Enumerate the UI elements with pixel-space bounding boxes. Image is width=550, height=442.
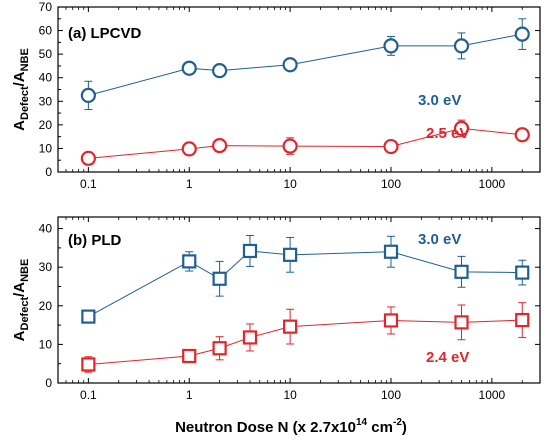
data-point bbox=[454, 315, 469, 330]
x-tick-label: 100 bbox=[381, 388, 401, 402]
x-axis-label-unit: cm bbox=[367, 419, 393, 436]
data-point bbox=[212, 63, 228, 79]
y-tick-label: 20 bbox=[39, 118, 53, 132]
data-point bbox=[453, 120, 470, 136]
y-tick-label: 10 bbox=[39, 141, 53, 155]
y-tick-label: 0 bbox=[45, 376, 52, 390]
data-point bbox=[283, 247, 298, 262]
x-tick-label: 10 bbox=[283, 177, 297, 191]
series-label: 2.5 eV bbox=[426, 125, 469, 142]
y-axis-label-sub-nbe: NBE bbox=[19, 48, 31, 71]
y-tick-label: 10 bbox=[39, 337, 53, 351]
data-point bbox=[383, 38, 399, 54]
y-axis-label-slash: /A bbox=[11, 71, 28, 86]
data-point bbox=[81, 357, 96, 372]
y-tick-label: 50 bbox=[39, 47, 53, 61]
plot-frame bbox=[57, 216, 541, 384]
y-axis-label: ADefect/ANBE bbox=[11, 259, 31, 342]
x-tick-label: 10 bbox=[283, 388, 297, 402]
y-axis-label-main: A bbox=[11, 330, 28, 341]
y-axis-label-sub-nbe: NBE bbox=[19, 259, 31, 282]
data-point bbox=[181, 60, 197, 76]
x-axis-label: Neutron Dose N (x 2.7x1014 cm-2) bbox=[175, 417, 407, 436]
y-tick-label: 0 bbox=[45, 165, 52, 179]
data-point bbox=[282, 57, 298, 73]
data-point bbox=[383, 138, 399, 155]
x-tick-label: 1 bbox=[186, 177, 193, 191]
data-point bbox=[242, 243, 258, 259]
data-point bbox=[242, 330, 258, 345]
panel-title: (a) LPCVD bbox=[68, 25, 142, 42]
panel-title: (b) PLD bbox=[68, 232, 121, 249]
y-tick-label: 30 bbox=[39, 260, 53, 274]
x-axis-label-close: ) bbox=[402, 419, 407, 436]
data-point bbox=[283, 319, 298, 334]
panel-a-lpcvd: 0 10 20 30 40 50 60 70 0.1 1 10 100 1000 (a) LPCVD ADe… bbox=[11, 0, 541, 191]
x-tick-label: 100 bbox=[381, 177, 401, 191]
data-point bbox=[514, 26, 530, 42]
data-point bbox=[282, 138, 298, 154]
data-point bbox=[182, 254, 197, 269]
series-line bbox=[88, 250, 523, 318]
data-point bbox=[454, 264, 469, 279]
data-point bbox=[181, 141, 197, 157]
data-point bbox=[453, 38, 470, 54]
series-label: 3.0 eV bbox=[418, 92, 461, 109]
y-axis-label-main: A bbox=[11, 120, 28, 131]
x-axis-label-exponent: 14 bbox=[356, 417, 368, 428]
data-point bbox=[212, 341, 227, 356]
y-tick-label: 70 bbox=[39, 0, 53, 14]
x-tick-label: 0.1 bbox=[80, 177, 97, 191]
y-tick-label: 40 bbox=[39, 222, 53, 236]
data-point bbox=[514, 127, 530, 143]
x-tick-label: 0.1 bbox=[80, 388, 97, 402]
y-tick-label: 30 bbox=[39, 94, 53, 108]
series-label: 2.4 eV bbox=[426, 349, 469, 366]
y-axis-label-slash: /A bbox=[11, 282, 28, 297]
series-label: 3.0 eV bbox=[418, 231, 461, 248]
data-point bbox=[383, 244, 399, 259]
y-axis-label: ADefect/ANBE bbox=[11, 48, 31, 131]
x-axis-label-unit-exponent: -2 bbox=[393, 417, 402, 428]
data-point bbox=[383, 313, 399, 328]
x-tick-label: 1 bbox=[186, 388, 193, 402]
data-point bbox=[80, 150, 96, 166]
x-tick-label: 1000 bbox=[479, 177, 506, 191]
data-point bbox=[212, 138, 228, 154]
data-point bbox=[80, 87, 96, 103]
y-axis-label-sub-defect: Defect bbox=[19, 297, 31, 331]
y-tick-label: 40 bbox=[39, 71, 53, 85]
x-axis-label-main: Neutron Dose N (x 2.7x10 bbox=[175, 419, 356, 436]
y-axis-label-sub-defect: Defect bbox=[19, 86, 31, 120]
y-tick-label: 20 bbox=[39, 299, 53, 313]
data-point bbox=[182, 348, 197, 364]
data-point bbox=[81, 309, 96, 324]
data-point bbox=[212, 271, 227, 286]
data-point bbox=[515, 312, 530, 328]
x-tick-label: 1000 bbox=[479, 388, 506, 402]
data-point bbox=[515, 265, 530, 280]
panel-b-pld: 0 10 20 30 40 0.1 1 10 100 1000 (b) PLD ADefect/ANB… bbox=[11, 216, 541, 402]
y-tick-label: 60 bbox=[39, 24, 53, 38]
